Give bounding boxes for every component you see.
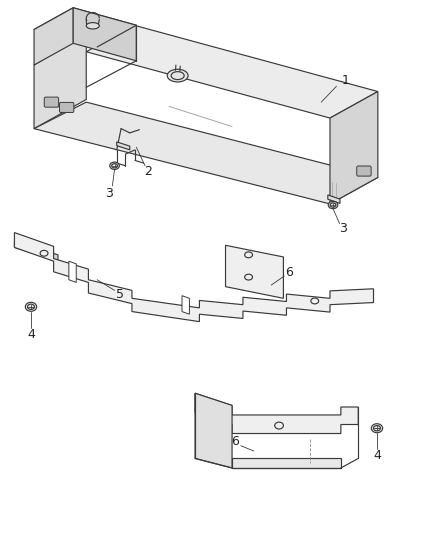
Text: 4: 4: [27, 328, 35, 341]
Text: 1: 1: [341, 75, 349, 87]
Text: 5: 5: [116, 288, 124, 301]
Ellipse shape: [25, 302, 37, 311]
Text: 6: 6: [232, 435, 240, 448]
Polygon shape: [117, 142, 130, 150]
Text: 3: 3: [106, 187, 113, 200]
Ellipse shape: [328, 201, 338, 209]
Polygon shape: [182, 296, 189, 314]
Polygon shape: [34, 33, 86, 128]
Text: 3: 3: [339, 222, 346, 236]
Polygon shape: [34, 8, 73, 65]
Polygon shape: [73, 8, 136, 61]
Polygon shape: [14, 232, 374, 321]
FancyBboxPatch shape: [60, 102, 74, 112]
Polygon shape: [34, 102, 378, 204]
Text: 4: 4: [373, 449, 381, 462]
Ellipse shape: [110, 162, 119, 169]
Polygon shape: [14, 241, 58, 261]
Ellipse shape: [167, 69, 188, 82]
Text: 2: 2: [145, 165, 152, 177]
Polygon shape: [195, 393, 358, 433]
FancyBboxPatch shape: [357, 166, 371, 176]
FancyBboxPatch shape: [44, 97, 59, 107]
Polygon shape: [69, 261, 76, 282]
Polygon shape: [86, 25, 378, 118]
Polygon shape: [330, 92, 378, 204]
Polygon shape: [226, 245, 283, 298]
Polygon shape: [328, 195, 340, 204]
Text: 6: 6: [285, 266, 293, 279]
Polygon shape: [34, 8, 136, 47]
Polygon shape: [195, 393, 232, 468]
Ellipse shape: [86, 22, 99, 29]
Polygon shape: [232, 458, 341, 468]
Ellipse shape: [371, 424, 383, 433]
